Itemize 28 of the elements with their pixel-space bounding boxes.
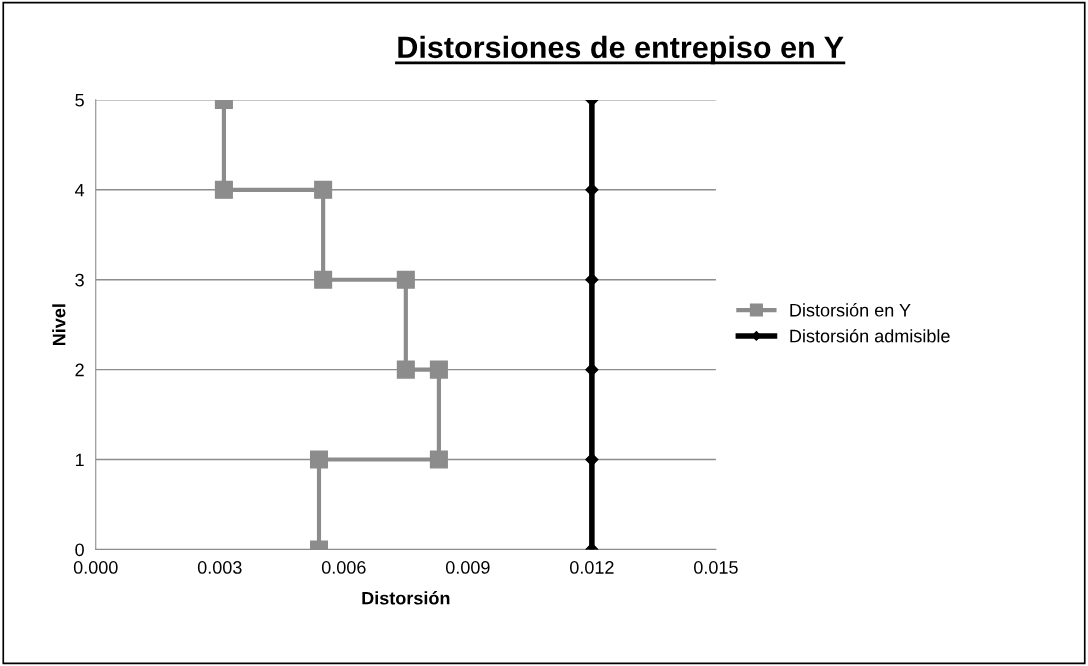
point: [396, 360, 415, 379]
point: [314, 270, 333, 289]
point: [429, 450, 448, 469]
y-tick-label: 0: [75, 543, 84, 557]
x-tick-label: 0.000: [73, 561, 118, 574]
x-tick-label: 0.015: [694, 561, 738, 574]
chart-title: Distorsiones de entrepiso en Y: [398, 35, 844, 65]
point: [429, 360, 448, 379]
x-tick-label: 0.003: [197, 561, 242, 574]
point: [585, 363, 599, 377]
x-tick-label: 0.006: [321, 561, 366, 574]
point: [309, 450, 329, 469]
legend-label: Distorsión admisible: [790, 328, 950, 343]
x-tick-label: 0.009: [445, 561, 490, 574]
y-tick-label: 2: [75, 363, 84, 377]
y-tick-label: 1: [75, 453, 84, 467]
y-tick-label: 3: [75, 273, 84, 287]
point: [396, 270, 415, 289]
x-axis-title: Distorsión: [362, 591, 450, 605]
point: [585, 273, 599, 287]
legend-label: Distorsión en Y: [790, 303, 911, 317]
point: [214, 180, 233, 199]
y-tick-label: 4: [75, 183, 85, 197]
y-axis-title: Nivel: [52, 304, 66, 346]
x-tick-label: 0.012: [569, 561, 614, 574]
point: [314, 180, 333, 199]
point: [585, 183, 599, 197]
y-tick-label: 5: [75, 94, 84, 107]
